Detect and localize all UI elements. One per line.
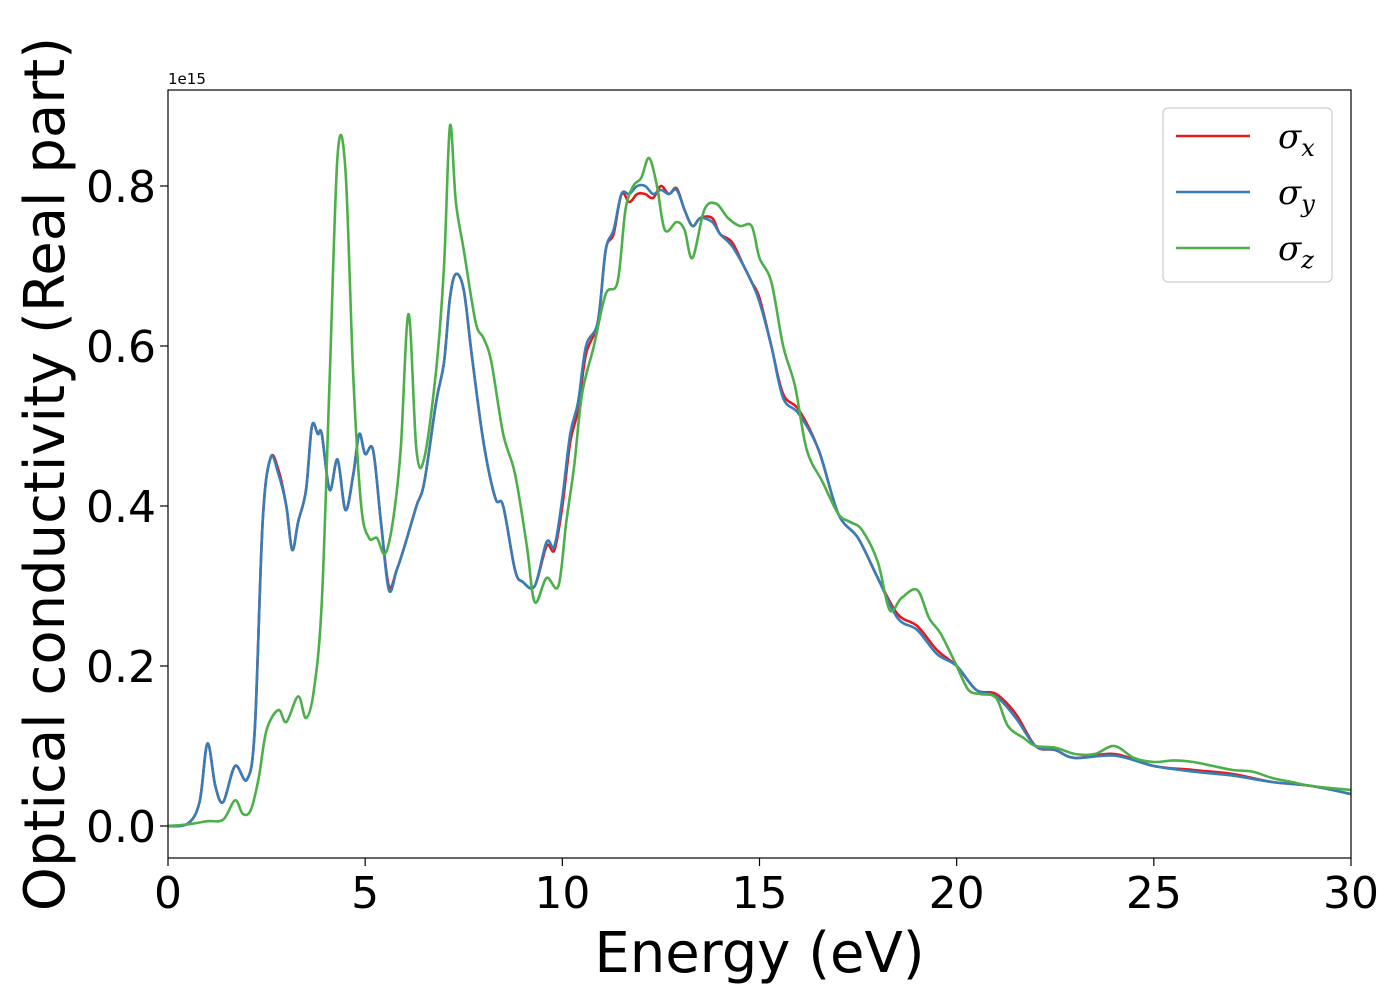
x-tick-label: 30: [1323, 868, 1379, 919]
x-tick-label: 15: [732, 868, 788, 919]
series-line-y: [168, 183, 1351, 828]
x-axis: 0 5 10 15 20 25 30: [154, 858, 1379, 919]
y-axis: 0.0 0.2 0.4 0.6 0.8: [86, 162, 168, 853]
y-tick-label: 0.2: [86, 642, 156, 693]
y-tick-label: 0.8: [86, 162, 156, 213]
legend: σx σy σz: [1162, 107, 1333, 283]
y-offset-label: 1e15: [168, 70, 206, 88]
x-tick-label: 20: [929, 868, 985, 919]
x-tick-label: 10: [534, 868, 590, 919]
legend-label-z: σz: [1278, 229, 1314, 274]
x-tick-label: 0: [154, 868, 182, 919]
series-layer: [168, 123, 1351, 828]
y-tick-label: 0.0: [86, 802, 156, 853]
series-line-z: [168, 123, 1351, 828]
legend-frame: [1162, 107, 1333, 283]
x-axis-title: Energy (eV): [594, 921, 924, 986]
x-tick-label: 5: [351, 868, 379, 919]
y-axis-title: Optical conductivity (Real part): [13, 37, 78, 911]
x-tick-label: 25: [1126, 868, 1182, 919]
y-tick-label: 0.4: [86, 482, 156, 533]
y-tick-label: 0.6: [86, 322, 156, 373]
legend-label-y: σy: [1278, 173, 1315, 218]
legend-label-x: σx: [1278, 117, 1315, 162]
